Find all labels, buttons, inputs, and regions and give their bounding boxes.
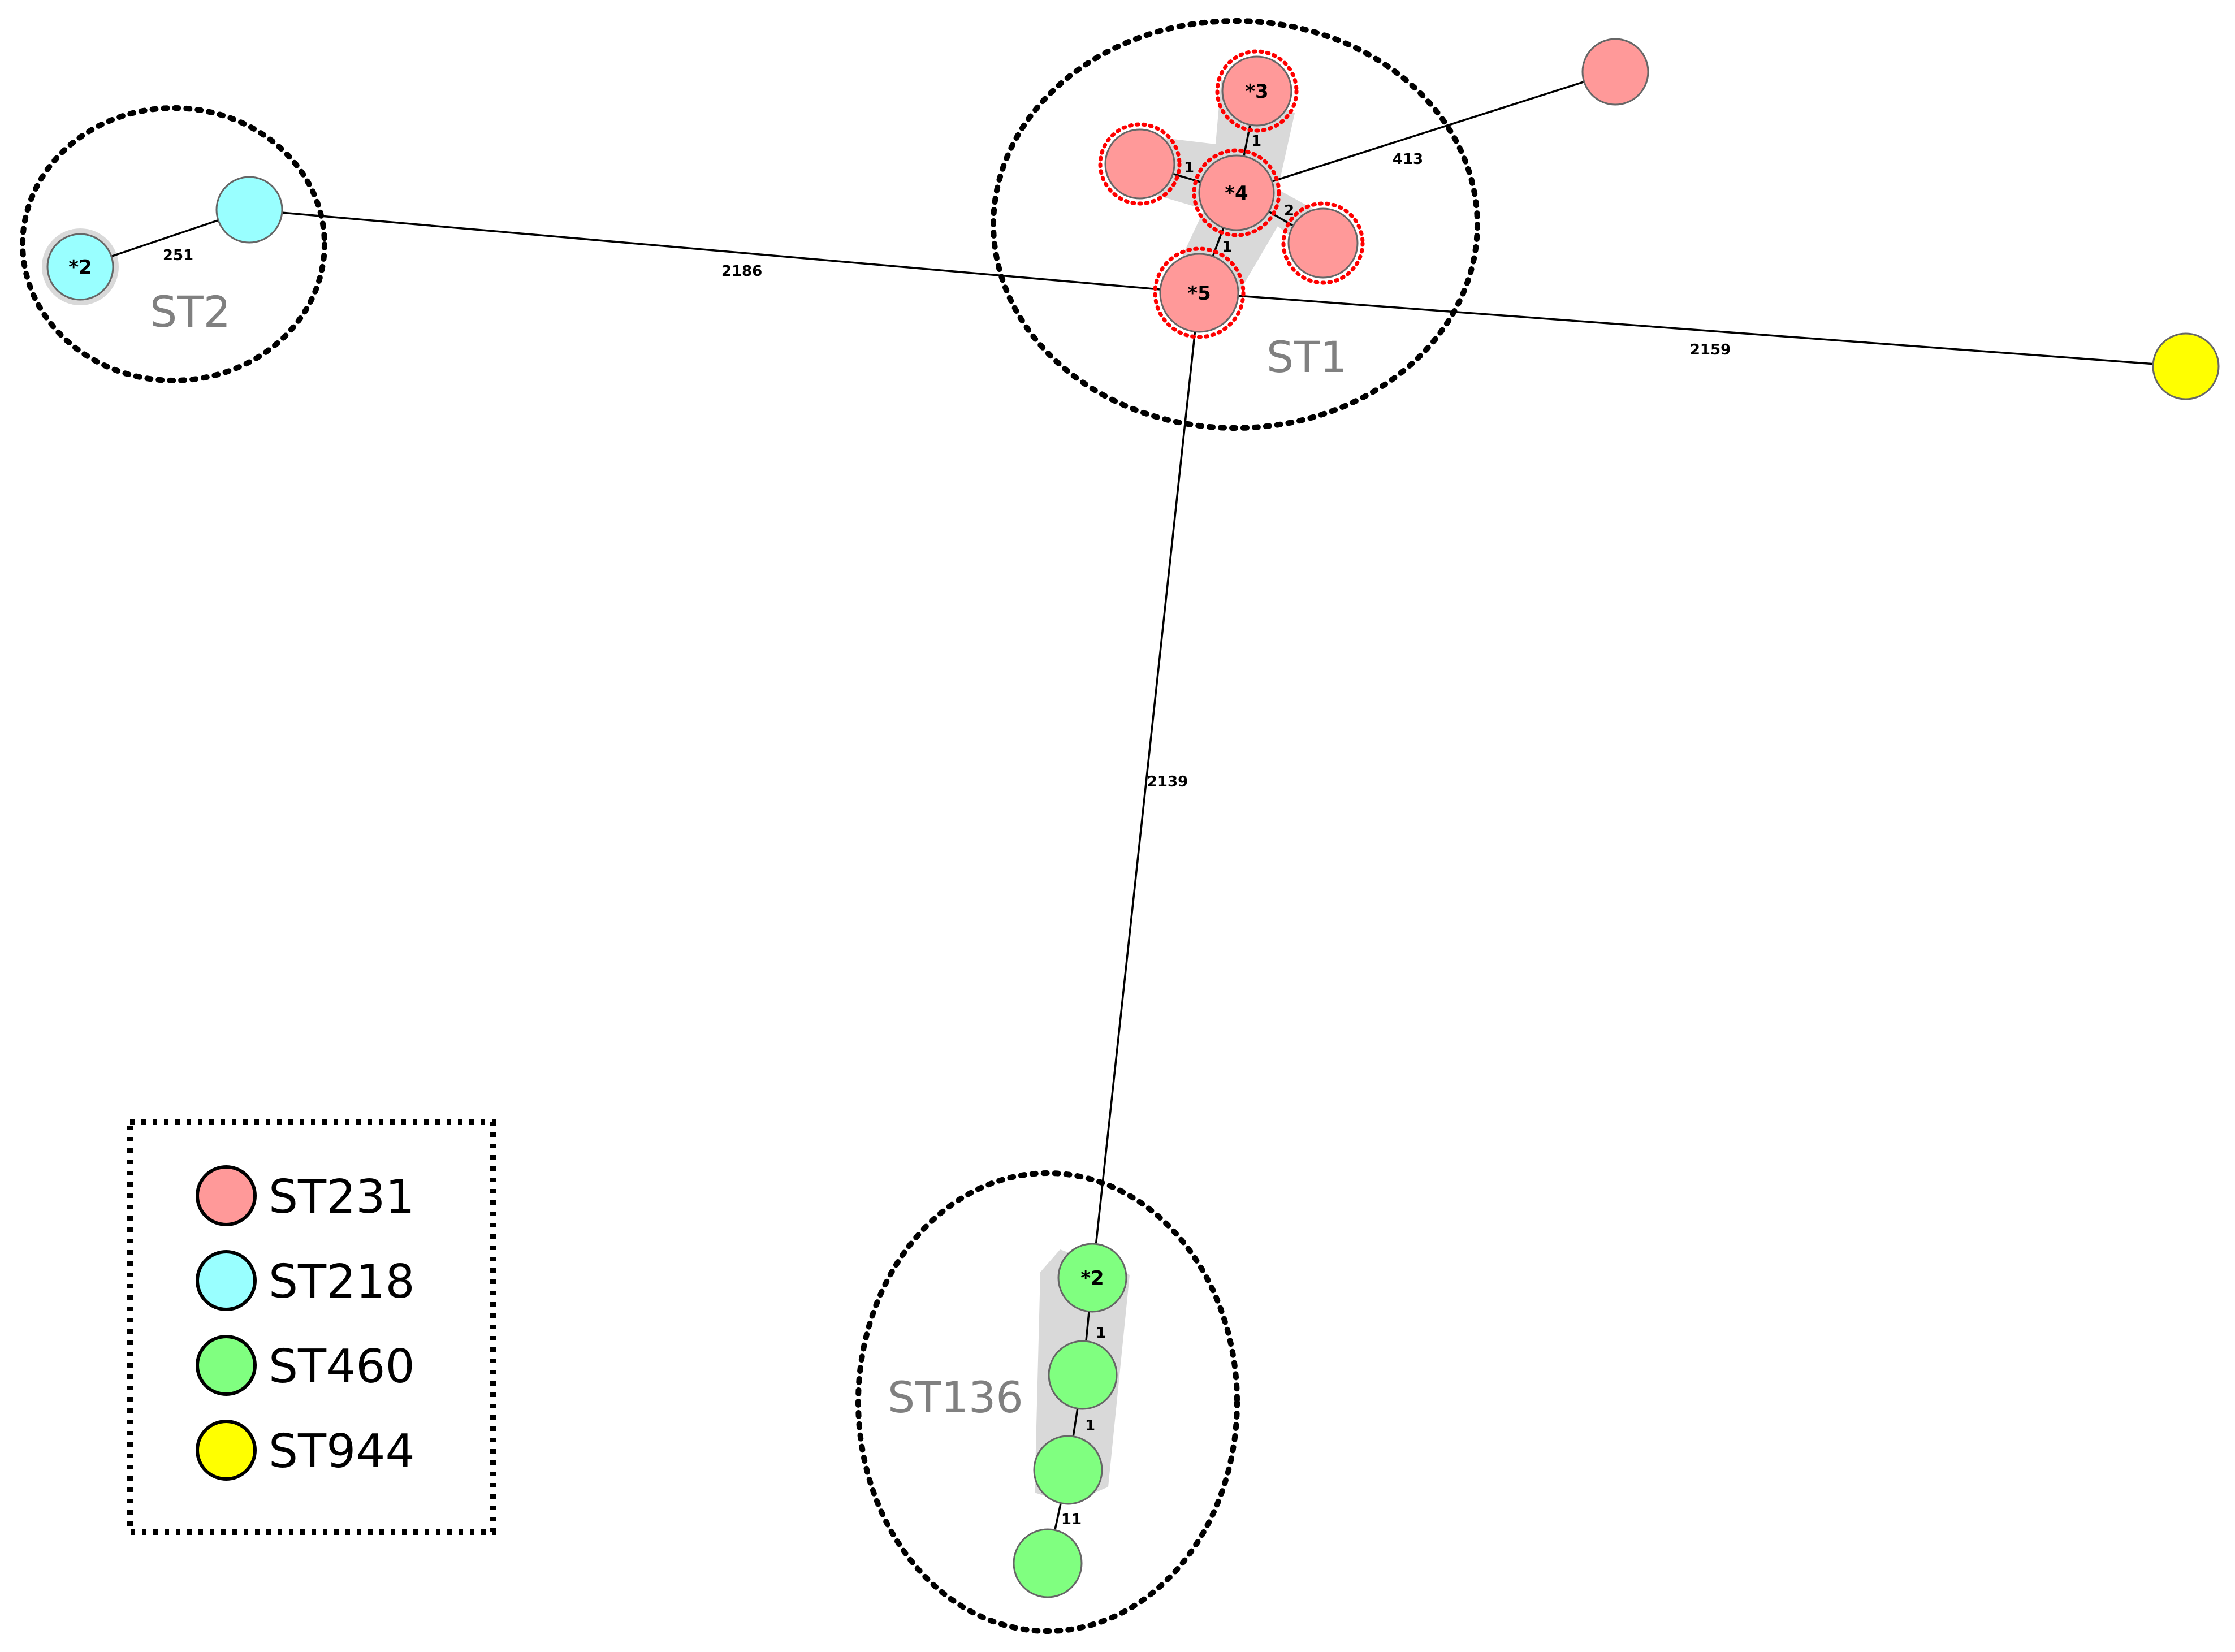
node-labels: *2 *3 *4 *5 *2 (68, 80, 1268, 1290)
selection-marker (1153, 246, 1246, 339)
node-st231[interactable] (1287, 207, 1359, 279)
cluster-ring-st136 (855, 1170, 1240, 1634)
edge-label: 2159 (1690, 341, 1731, 358)
node-st944[interactable] (2152, 332, 2220, 400)
cluster-labels: ST2 ST1 ST136 (150, 287, 1347, 1422)
edge-label: 11 (1061, 1511, 1082, 1528)
node-st218[interactable] (46, 233, 114, 301)
legend-swatch (196, 1165, 257, 1226)
node-label: *4 (1225, 182, 1248, 205)
edge-label: 1 (1222, 239, 1232, 256)
selection-marker (1281, 201, 1365, 285)
edge-line (1199, 292, 2186, 367)
node-st460[interactable] (1033, 1435, 1103, 1505)
cluster-ring-st2 (20, 105, 327, 383)
legend-item-st218: ST218 (196, 1250, 415, 1311)
edge-label: 413 (1393, 151, 1423, 168)
cluster-rings (20, 18, 1480, 1634)
selection-marker (1098, 122, 1182, 206)
edge-label: 1 (1085, 1417, 1095, 1434)
edge-label: 1 (1184, 159, 1194, 176)
legend-label: ST460 (269, 1340, 415, 1394)
node-st231[interactable] (1104, 128, 1175, 200)
node-label: *3 (1245, 80, 1268, 103)
edge-line (1236, 71, 1616, 194)
node-st231[interactable] (1198, 154, 1275, 231)
edge-line (249, 209, 1200, 294)
edge-line (1091, 292, 1200, 1278)
node-label: *2 (68, 256, 92, 279)
edge-labels: 251 2186 2159 413 1 1 2 1 2139 1 1 11 (163, 133, 1731, 1528)
edge-label: 1 (1096, 1325, 1106, 1342)
legend-label: ST944 (269, 1425, 415, 1478)
node-st231[interactable] (1159, 253, 1239, 333)
edge-label: 2139 (1147, 773, 1188, 790)
node-st231[interactable] (1221, 55, 1292, 127)
cluster-label-st2: ST2 (150, 287, 231, 337)
legend-label: ST231 (269, 1170, 415, 1224)
edge-label: 2 (1284, 202, 1294, 219)
legend-box (127, 1119, 496, 1535)
nodes (46, 38, 2220, 1598)
selection-marker (1215, 49, 1299, 133)
node-label: *2 (1080, 1267, 1104, 1290)
legend-swatch (196, 1250, 257, 1311)
node-st460[interactable] (1013, 1528, 1083, 1598)
legend-swatch (196, 1335, 257, 1396)
edge-label: 1 (1251, 133, 1261, 150)
legend-item-st460: ST460 (196, 1335, 415, 1396)
edge-label: 2186 (721, 263, 762, 280)
node-st231[interactable] (1581, 38, 1649, 106)
cluster-ring-st1 (991, 18, 1480, 431)
node-st460[interactable] (1057, 1243, 1127, 1313)
legend-swatch (196, 1420, 257, 1481)
node-label: *5 (1187, 282, 1211, 305)
cluster-label-st136: ST136 (888, 1372, 1023, 1422)
legend: ST231 ST218 ST460 ST944 (127, 1119, 496, 1535)
cluster-label-st1: ST1 (1266, 332, 1347, 382)
node-st460[interactable] (1048, 1340, 1118, 1410)
legend-label: ST218 (269, 1255, 415, 1309)
legend-item-st231: ST231 (196, 1165, 415, 1226)
edge-label: 251 (163, 247, 193, 264)
selection-marker (1192, 148, 1281, 237)
node-st218[interactable] (215, 176, 283, 244)
selection-markers (1098, 49, 1365, 339)
legend-item-st944: ST944 (196, 1420, 415, 1481)
